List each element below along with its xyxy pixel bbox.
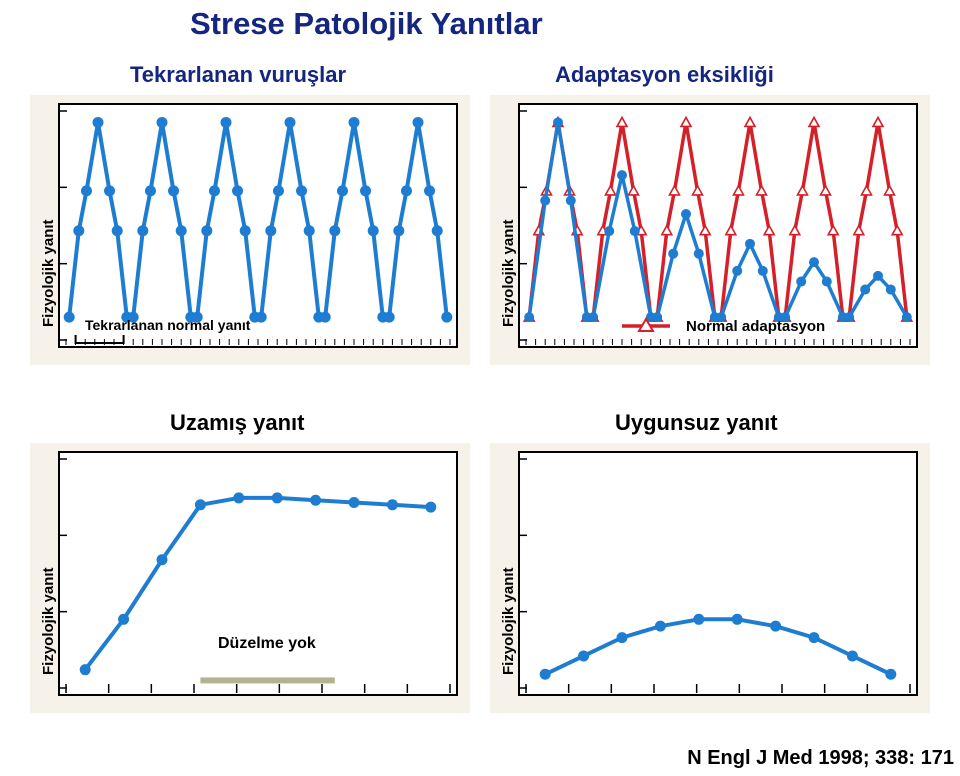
legend-marker-icon [620, 317, 672, 335]
ylabel-br: Fizyolojik yanıt [500, 567, 517, 675]
chart-br-svg [520, 453, 916, 694]
legend-tr: Normal adaptasyon [620, 317, 825, 335]
ylabel-bl: Fizyolojik yanıt [40, 567, 57, 675]
chart-tl-label: Tekrarlanan normal yanıt [85, 317, 250, 333]
ylabel-tr: Fizyolojik yanıt [500, 219, 517, 327]
subtitle-right: Adaptasyon eksikliği [555, 62, 774, 88]
plot-br [518, 451, 918, 696]
section-header-right: Uygunsuz yanıt [615, 410, 778, 436]
plot-bl [58, 451, 458, 696]
chart-tr-svg [520, 105, 916, 346]
chart-bl-label: Düzelme yok [218, 635, 316, 653]
panel-tl: Fizyolojik yanıt Tekrarlanan normal yanı… [30, 95, 470, 365]
chart-bl-svg [60, 453, 456, 694]
panel-br: Fizyolojik yanıt [490, 443, 930, 713]
chart-tl-svg [60, 105, 456, 346]
plot-tr [518, 103, 918, 348]
plot-tl [58, 103, 458, 348]
page: Strese Patolojik Yanıtlar Tekrarlanan vu… [0, 0, 960, 776]
panel-tr: Fizyolojik yanıt Normal adaptasyon [490, 95, 930, 365]
citation: N Engl J Med 1998; 338: 171 [687, 747, 954, 770]
page-title: Strese Patolojik Yanıtlar [0, 6, 960, 42]
panel-bl: Fizyolojik yanıt Düzelme yok [30, 443, 470, 713]
section-header-left: Uzamış yanıt [170, 410, 305, 436]
legend-tr-label: Normal adaptasyon [686, 318, 825, 335]
ylabel-tl: Fizyolojik yanıt [40, 219, 57, 327]
subtitle-left: Tekrarlanan vuruşlar [130, 62, 346, 88]
